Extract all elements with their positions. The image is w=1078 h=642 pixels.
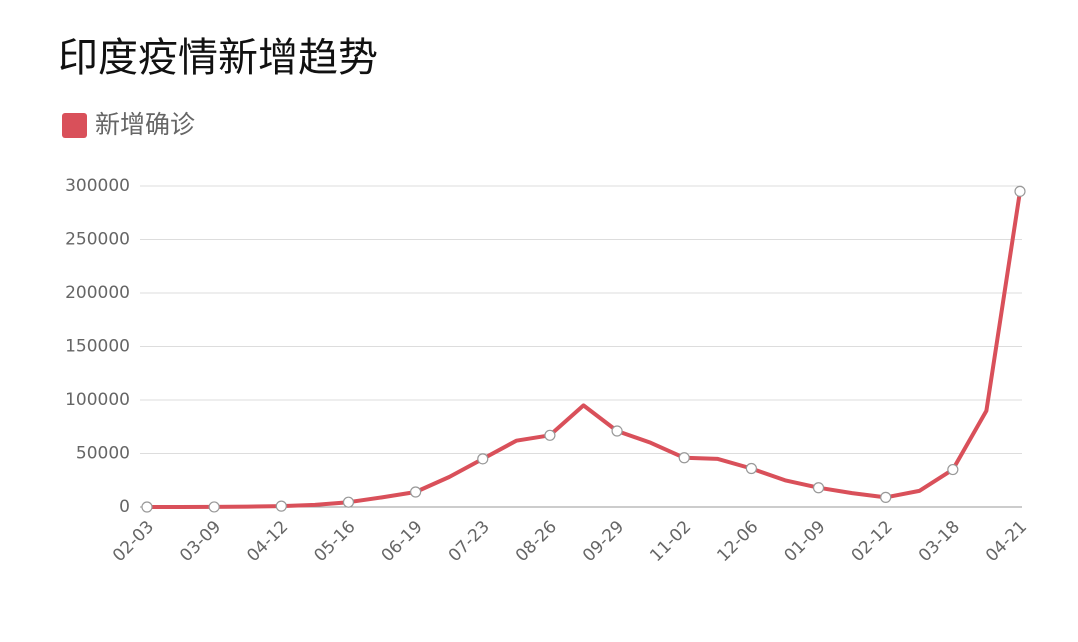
x-tick-label: 11-02 bbox=[646, 517, 695, 566]
y-tick-label: 150000 bbox=[65, 337, 130, 357]
legend-label: 新增确诊 bbox=[95, 110, 195, 139]
y-tick-label: 300000 bbox=[65, 176, 130, 196]
point-marker bbox=[1014, 185, 1026, 197]
x-tick-label: 07-23 bbox=[445, 517, 494, 566]
x-tick-label: 02-03 bbox=[109, 517, 158, 566]
point-marker bbox=[275, 500, 287, 512]
x-tick-label: 03-18 bbox=[915, 517, 964, 566]
series-line bbox=[147, 191, 1022, 509]
point-marker bbox=[678, 452, 690, 464]
x-tick-label: 08-26 bbox=[512, 517, 561, 566]
point-marker bbox=[342, 496, 355, 508]
point-marker bbox=[208, 501, 220, 513]
y-tick-label: 0 bbox=[119, 497, 130, 517]
point-marker bbox=[812, 482, 825, 494]
x-tick-label: 05-16 bbox=[310, 517, 359, 566]
y-tick-label: 50000 bbox=[76, 444, 130, 464]
x-tick-label: 02-12 bbox=[848, 517, 897, 566]
x-tick-label: 04-21 bbox=[982, 517, 1031, 566]
point-marker bbox=[880, 491, 892, 503]
legend-swatch bbox=[62, 113, 87, 138]
chart-title: 印度疫情新增趋势 bbox=[58, 35, 378, 81]
point-marker bbox=[947, 463, 959, 476]
point-marker bbox=[410, 486, 422, 498]
point-marker bbox=[544, 429, 556, 441]
point-marker bbox=[611, 425, 623, 437]
y-tick-label: 250000 bbox=[65, 230, 130, 250]
y-tick-label: 100000 bbox=[65, 390, 130, 410]
x-tick-label: 04-12 bbox=[243, 517, 292, 566]
point-marker bbox=[745, 462, 757, 475]
x-tick-label: 03-09 bbox=[176, 517, 225, 566]
x-tick-label: 01-09 bbox=[781, 517, 830, 566]
point-marker bbox=[477, 453, 489, 465]
point-marker bbox=[141, 501, 153, 513]
x-tick-label: 09-29 bbox=[579, 517, 628, 566]
y-tick-label: 200000 bbox=[65, 283, 130, 303]
x-tick-label: 12-06 bbox=[713, 517, 762, 566]
x-tick-label: 06-19 bbox=[378, 517, 427, 566]
